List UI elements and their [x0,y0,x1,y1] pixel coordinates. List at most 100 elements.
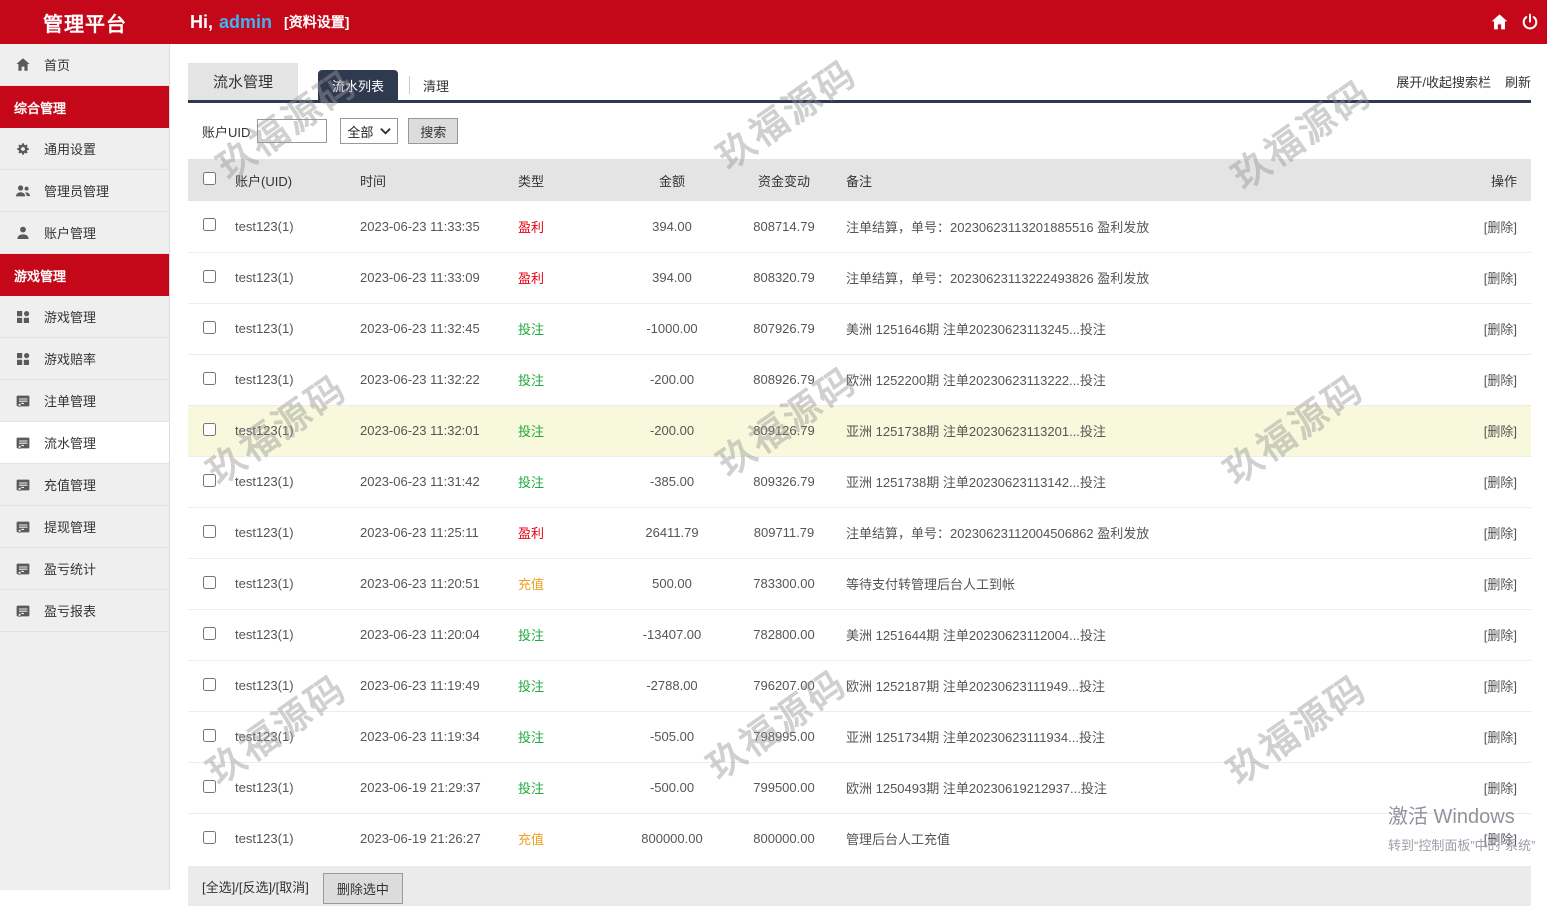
delete-link[interactable]: [删除] [1483,271,1517,286]
type-cell: 盈利 [512,252,616,303]
account-cell: test123(1) [235,729,294,744]
select-all-checkbox[interactable] [203,172,216,185]
row-checkbox[interactable] [203,320,216,334]
header-time: 时间 [360,173,387,189]
sidebar-item-4[interactable]: 账户管理 [0,212,169,254]
sidebar-item-label: 游戏管理 [44,310,97,325]
delete-link[interactable]: [删除] [1483,832,1517,848]
table-row: test123(1) 2023-06-23 11:31:42 投注 -385.00 80… [188,456,1531,507]
delete-selected-button[interactable]: 删除选中 [322,873,403,904]
sidebar-item-8[interactable]: 注单管理 [0,380,169,422]
row-checkbox[interactable] [203,218,216,232]
delete-link[interactable]: [删除] [1483,219,1517,235]
report-icon [15,603,31,619]
sidebar-item-label: 管理员管理 [44,184,110,199]
table-row: test123(1) 2023-06-23 11:20:04 投注 -13407.00… [188,609,1531,660]
table-row: test123(1) 2023-06-19 21:26:27 充值 800000.00… [188,813,1531,864]
type-badge: 盈利 [518,219,545,235]
delete-link[interactable]: [删除] [1483,322,1517,337]
tab-cleanup[interactable]: 清理 [409,76,449,94]
balance-cell: 809326.79 [753,474,815,489]
sidebar-item-0[interactable]: 首页 [0,44,169,86]
search-button[interactable]: 搜索 [408,118,459,144]
delete-link[interactable]: [删除] [1483,373,1517,388]
uid-input[interactable] [257,119,328,143]
type-badge: 投注 [518,679,545,694]
sidebar-item-label: 游戏赔率 [44,352,97,367]
delete-link[interactable]: [删除] [1483,475,1517,490]
delete-link[interactable]: [删除] [1483,577,1517,592]
grid-icon [15,309,31,325]
remark-cell: 亚洲 1251738期 注单20230623113142...投注 [846,475,1106,490]
time-cell: 2023-06-23 11:32:22 [360,372,480,387]
sidebar-item-13[interactable]: 盈亏报表 [0,590,169,632]
row-checkbox[interactable] [203,677,216,691]
tab-flow-list[interactable]: 流水列表 [318,70,399,100]
sidebar-section-5: 游戏管理 [0,254,169,296]
row-checkbox[interactable] [203,575,216,589]
checkbox-cell [188,609,222,660]
balance-cell: 796207.00 [753,678,815,693]
delete-link[interactable]: [删除] [1483,424,1517,439]
time-cell: 2023-06-23 11:19:49 [360,678,480,693]
sidebar-item-label: 盈亏报表 [44,604,97,619]
action-cell: [删除] [1439,507,1531,558]
remark-cell: 亚洲 1251738期 注单20230623113201...投注 [846,424,1106,439]
table-footer: [全选]/[反选]/[取消] 删除选中 [188,866,1531,906]
sidebar-item-11[interactable]: 提现管理 [0,506,169,548]
delete-link[interactable]: [删除] [1483,679,1517,694]
delete-link[interactable]: [删除] [1483,526,1517,541]
delete-link[interactable]: [删除] [1483,781,1517,796]
remark-cell: 美洲 1251644期 注单20230623112004...投注 [846,628,1106,643]
type-filter-select[interactable]: 全部 [340,118,399,144]
row-checkbox[interactable] [203,830,216,844]
sidebar-item-6[interactable]: 游戏管理 [0,296,169,338]
remark-cell: 亚洲 1251734期 注单20230623111934...投注 [846,730,1105,745]
amount-cell: 394.00 [652,270,692,285]
row-checkbox[interactable] [203,422,216,436]
sidebar-item-7[interactable]: 游戏赔率 [0,338,169,380]
balance-cell: 807926.79 [753,321,815,336]
action-cell: [删除] [1439,558,1531,609]
greeting: Hi, admin [资料设置] [190,12,349,33]
sidebar-item-10[interactable]: 充值管理 [0,464,169,506]
balance-cell: 809711.79 [753,525,815,540]
remark-cell: 管理后台人工充值 [846,832,951,848]
sidebar-item-3[interactable]: 管理员管理 [0,170,169,212]
sidebar-item-2[interactable]: 通用设置 [0,128,169,170]
row-checkbox[interactable] [203,728,216,742]
type-badge: 盈利 [518,271,545,286]
time-cell: 2023-06-23 11:32:01 [360,423,480,438]
sidebar-item-12[interactable]: 盈亏统计 [0,548,169,590]
row-checkbox[interactable] [203,779,216,793]
account-cell: test123(1) [235,627,294,642]
sidebar-item-9[interactable]: 流水管理 [0,422,169,464]
gear-icon [15,141,31,157]
module-tab-flow-management[interactable]: 流水管理 [188,63,299,100]
account-cell: test123(1) [235,525,294,540]
toggle-search-bar-link[interactable]: 展开/收起搜索栏 [1396,75,1491,90]
sidebar-item-label: 注单管理 [44,394,97,409]
checkbox-cell [188,252,222,303]
delete-link[interactable]: [删除] [1483,628,1517,643]
row-checkbox[interactable] [203,473,216,487]
row-checkbox[interactable] [203,524,216,538]
balance-cell: 808926.79 [753,372,815,387]
row-checkbox[interactable] [203,626,216,640]
table-row: test123(1) 2023-06-19 21:29:37 投注 -500.00 79… [188,762,1531,813]
refresh-link[interactable]: 刷新 [1504,75,1531,90]
type-badge: 投注 [518,475,545,490]
delete-link[interactable]: [删除] [1483,730,1517,745]
power-icon[interactable] [1521,13,1539,31]
remark-cell: 注单结算，单号：20230623113201885516 盈利发放 [846,219,1150,235]
row-checkbox[interactable] [203,371,216,385]
type-badge: 盈利 [518,526,545,541]
select-links[interactable]: [全选]/[反选]/[取消] [202,880,309,895]
home-icon[interactable] [1490,13,1509,32]
toolbar: 流水管理 流水列表 清理 展开/收起搜索栏 刷新 [188,63,1531,103]
profile-settings-link[interactable]: [资料设置] [284,14,350,30]
checkbox-cell [188,354,222,405]
type-cell: 投注 [512,711,616,762]
row-checkbox[interactable] [203,269,216,283]
header-remark: 备注 [846,173,873,189]
